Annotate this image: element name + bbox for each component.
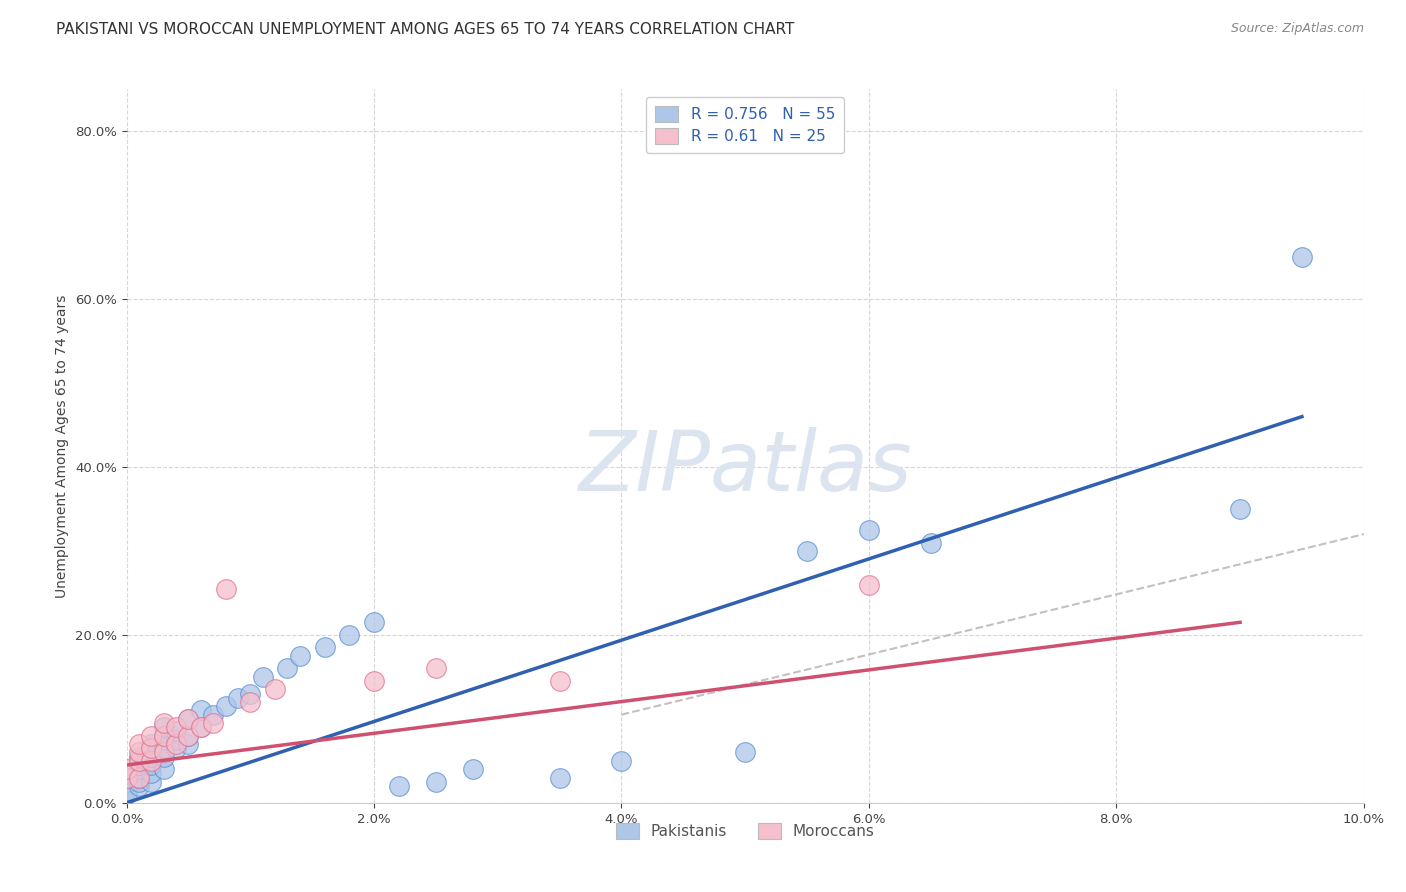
Point — [858, 523, 880, 537]
Point — [128, 737, 150, 751]
Point — [152, 716, 174, 731]
Point — [734, 746, 756, 760]
Point — [115, 762, 138, 776]
Point — [115, 774, 138, 789]
Point — [461, 762, 484, 776]
Point — [152, 762, 174, 776]
Point — [190, 703, 212, 717]
Point — [165, 741, 187, 756]
Point — [165, 724, 187, 739]
Point — [264, 682, 287, 697]
Point — [141, 758, 163, 772]
Point — [128, 754, 150, 768]
Point — [363, 615, 385, 630]
Point — [128, 749, 150, 764]
Point — [425, 661, 447, 675]
Point — [239, 687, 262, 701]
Point — [128, 762, 150, 776]
Point — [152, 746, 174, 760]
Point — [141, 749, 163, 764]
Point — [141, 754, 163, 768]
Y-axis label: Unemployment Among Ages 65 to 74 years: Unemployment Among Ages 65 to 74 years — [55, 294, 69, 598]
Point — [190, 720, 212, 734]
Point — [388, 779, 411, 793]
Point — [128, 754, 150, 768]
Point — [548, 771, 571, 785]
Point — [177, 712, 200, 726]
Point — [128, 774, 150, 789]
Point — [152, 720, 174, 734]
Point — [152, 732, 174, 747]
Point — [226, 690, 249, 705]
Point — [165, 720, 187, 734]
Point — [152, 741, 174, 756]
Point — [128, 746, 150, 760]
Point — [128, 758, 150, 772]
Text: Source: ZipAtlas.com: Source: ZipAtlas.com — [1230, 22, 1364, 36]
Point — [115, 766, 138, 780]
Point — [363, 674, 385, 689]
Point — [115, 771, 138, 785]
Point — [177, 737, 200, 751]
Point — [141, 741, 163, 756]
Point — [214, 699, 236, 714]
Point — [115, 779, 138, 793]
Point — [128, 779, 150, 793]
Point — [1291, 250, 1313, 264]
Point — [152, 749, 174, 764]
Point — [177, 729, 200, 743]
Text: ZIPatlas: ZIPatlas — [578, 427, 912, 508]
Point — [115, 783, 138, 797]
Point — [141, 737, 163, 751]
Point — [239, 695, 262, 709]
Point — [276, 661, 298, 675]
Point — [920, 535, 942, 549]
Point — [141, 729, 163, 743]
Point — [152, 729, 174, 743]
Point — [141, 741, 163, 756]
Point — [858, 577, 880, 591]
Point — [115, 788, 138, 802]
Legend: Pakistanis, Moroccans: Pakistanis, Moroccans — [610, 817, 880, 845]
Point — [288, 648, 311, 663]
Point — [252, 670, 274, 684]
Point — [214, 582, 236, 596]
Point — [548, 674, 571, 689]
Point — [165, 732, 187, 747]
Point — [141, 746, 163, 760]
Point — [141, 774, 163, 789]
Point — [314, 640, 336, 655]
Point — [202, 707, 225, 722]
Point — [190, 720, 212, 734]
Point — [177, 729, 200, 743]
Point — [425, 774, 447, 789]
Point — [337, 628, 360, 642]
Text: PAKISTANI VS MOROCCAN UNEMPLOYMENT AMONG AGES 65 TO 74 YEARS CORRELATION CHART: PAKISTANI VS MOROCCAN UNEMPLOYMENT AMONG… — [56, 22, 794, 37]
Point — [115, 771, 138, 785]
Point — [1229, 502, 1251, 516]
Point — [610, 754, 633, 768]
Point — [141, 766, 163, 780]
Point — [177, 712, 200, 726]
Point — [128, 771, 150, 785]
Point — [152, 729, 174, 743]
Point — [796, 544, 818, 558]
Point — [128, 771, 150, 785]
Point — [202, 716, 225, 731]
Point — [165, 737, 187, 751]
